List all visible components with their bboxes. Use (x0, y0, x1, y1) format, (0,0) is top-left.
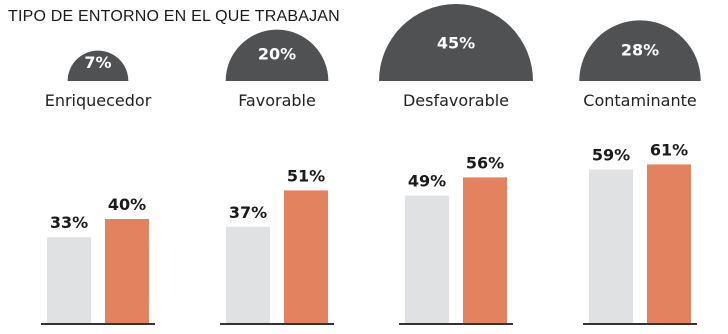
bar-label-series1-favorable: 37% (229, 203, 267, 222)
bar-series2-enriquecedor (105, 219, 149, 323)
category-label-favorable: Favorable (238, 91, 316, 110)
bar-label-series2-desfavorable: 56% (466, 153, 504, 172)
bar-series2-desfavorable (463, 177, 507, 323)
category-label-contaminante: Contaminante (583, 91, 696, 110)
bar-series1-desfavorable (405, 195, 449, 323)
bar-series1-enriquecedor (47, 237, 91, 323)
dome-label-enriquecedor: 7% (84, 53, 111, 72)
dome-label-favorable: 20% (258, 44, 296, 63)
bar-label-series1-enriquecedor: 33% (50, 213, 88, 232)
dome-favorable (225, 29, 329, 82)
bar-label-series2-contaminante: 61% (650, 140, 688, 159)
bar-label-series2-enriquecedor: 40% (108, 195, 146, 214)
bar-label-series1-contaminante: 59% (592, 146, 630, 165)
category-label-desfavorable: Desfavorable (403, 91, 509, 110)
category-label-enriquecedor: Enriquecedor (45, 91, 152, 110)
chart-title: TIPO DE ENTORNO EN EL QUE TRABAJAN (8, 8, 340, 25)
bar-label-series2-favorable: 51% (287, 166, 325, 185)
dome-contaminante (579, 20, 701, 82)
bar-series1-favorable (226, 226, 270, 323)
bar-series1-contaminante (589, 169, 633, 323)
dome-enriquecedor (67, 50, 129, 81)
bar-series2-contaminante (647, 164, 691, 323)
dome-label-desfavorable: 45% (437, 34, 475, 53)
dome-desfavorable (379, 4, 533, 81)
dome-label-contaminante: 28% (621, 40, 659, 59)
bar-label-series1-desfavorable: 49% (408, 172, 446, 191)
bar-series2-favorable (284, 190, 328, 323)
